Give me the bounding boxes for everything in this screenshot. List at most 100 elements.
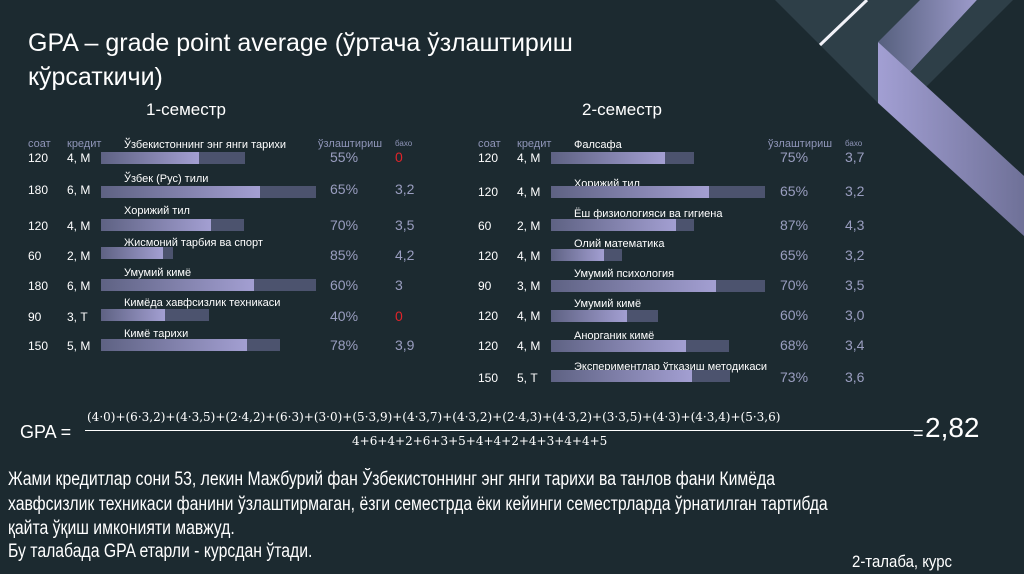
row-hours: 120 [28,151,49,165]
row-hours: 120 [478,249,499,263]
row-credit: 6, М [67,279,91,293]
mastery-bar-fill [551,249,604,261]
row-subject: Фалсафа [574,139,622,151]
formula-equals: = [913,423,924,443]
mastery-bar-fill [551,219,676,231]
row-hours: 150 [28,339,49,353]
row-mastery: 65% [330,181,359,197]
header-grade: бахо [845,139,863,148]
title-line: GPA – grade point average (ўртача ўзлашт… [28,29,573,57]
row-mastery: 68% [780,337,809,353]
mastery-bar-track [551,249,622,261]
row-subject: Умумий психология [574,268,675,280]
row-hours: 150 [478,371,499,385]
lavender-band [878,42,1024,236]
paragraph-line: хавфсизлик техникаси фанини ўзлаштирмага… [8,494,828,515]
mastery-bar-fill [551,152,666,164]
row-credit: 3, Т [67,310,88,324]
mastery-bar-track [101,219,244,231]
row-mastery: 60% [780,307,809,323]
mastery-bar-track [101,279,316,291]
semester-label: 1-семестр [146,100,226,119]
mastery-bar-fill [101,219,212,231]
row-grade: 3,0 [845,307,865,323]
formula-numerator: (4·0)+(6·3,2)+(4·3,5)+(2·4,2)+(6·3)+(3·0… [87,410,781,424]
row-subject: Умумий кимё [124,267,192,279]
title-line: кўрсаткичи) [28,63,163,91]
mastery-bar-fill [551,340,686,352]
header-grade: бахо [395,139,413,148]
row-grade: 3,2 [845,183,865,199]
row-credit: 5, М [67,339,91,353]
row-mastery: 60% [330,277,359,293]
row-mastery: 65% [780,183,809,199]
row-credit: 4, М [67,219,91,233]
row-hours: 180 [28,183,49,197]
mastery-bar-track [101,339,280,351]
slate-band-2 [910,0,1013,87]
row-subject: Анорганик кимё [574,330,655,342]
row-subject: Кимёда хавфсизлик техникаси [124,297,281,309]
gpa-label: GPA = [20,422,72,442]
row-grade: 3,5 [845,277,865,293]
row-hours: 120 [478,309,499,323]
row-mastery: 65% [780,247,809,263]
mastery-bar-track [551,370,730,382]
row-credit: 4, М [517,339,541,353]
mastery-bar-fill [101,186,261,198]
mastery-bar-track [551,186,765,198]
row-mastery: 70% [780,277,809,293]
mastery-bar-track [551,152,694,164]
mastery-bar-track [551,340,729,352]
footer-note: 2-талаба, курс [852,552,953,571]
mastery-bar-fill [101,152,199,164]
mastery-bar-fill [551,280,716,292]
mastery-bar-fill [101,309,165,321]
row-credit: 2, М [517,219,541,233]
semester-label: 2-семестр [582,100,662,119]
row-hours: 60 [28,249,42,263]
row-mastery: 73% [780,369,809,385]
mastery-bar-fill [101,279,254,291]
row-subject: Ёш физиологияси ва гигиена [574,208,723,220]
row-grade: 4,2 [395,247,415,263]
row-hours: 180 [28,279,49,293]
formula-denominator: 4+6+4+2+6+3+5+4+4+2+4+3+4+4+5 [352,434,608,448]
page-title: GPA – grade point average (ўртача ўзлашт… [28,26,573,94]
row-subject: Умумий кимё [574,298,642,310]
row-hours: 120 [478,339,499,353]
row-grade: 3,4 [845,337,865,353]
row-subject: Ўзбек (Рус) тили [124,173,209,185]
row-mastery: 78% [330,337,359,353]
fraction-line [85,430,915,431]
row-grade: 3,6 [845,369,865,385]
row-grade: 3,9 [395,337,415,353]
mastery-bar-track [551,280,765,292]
mastery-bar-fill [551,310,627,322]
row-grade: 4,3 [845,217,865,233]
gpa-result: 2,82 [925,412,980,443]
row-hours: 90 [478,279,492,293]
header-hours: соат [478,138,501,150]
row-grade: 3,7 [845,149,865,165]
row-credit: 4, М [517,249,541,263]
row-grade: 0 [395,149,403,165]
mastery-bar-track [551,219,694,231]
mastery-bar-track [101,309,209,321]
paragraph-line: Бу талабада GPA етарли - курсдан ўтади. [8,541,313,562]
row-mastery: 85% [330,247,359,263]
header-credit: кредит [517,138,552,150]
row-mastery: 87% [780,217,809,233]
header-credit: кредит [67,138,102,150]
row-credit: 5, Т [517,371,538,385]
row-credit: 4, М [67,151,91,165]
paragraph-line: Жами кредитлар сони 53, лекин Мажбурий ф… [8,469,776,490]
row-credit: 3, М [517,279,541,293]
mastery-bar-track [101,152,245,164]
mastery-bar-track [551,310,658,322]
row-credit: 4, М [517,185,541,199]
header-mastery: ўзлаштириш [318,138,383,150]
row-subject: Жисмоний тарбия ва спорт [124,237,263,249]
row-grade: 0 [395,308,403,324]
header-mastery: ўзлаштириш [768,138,833,150]
